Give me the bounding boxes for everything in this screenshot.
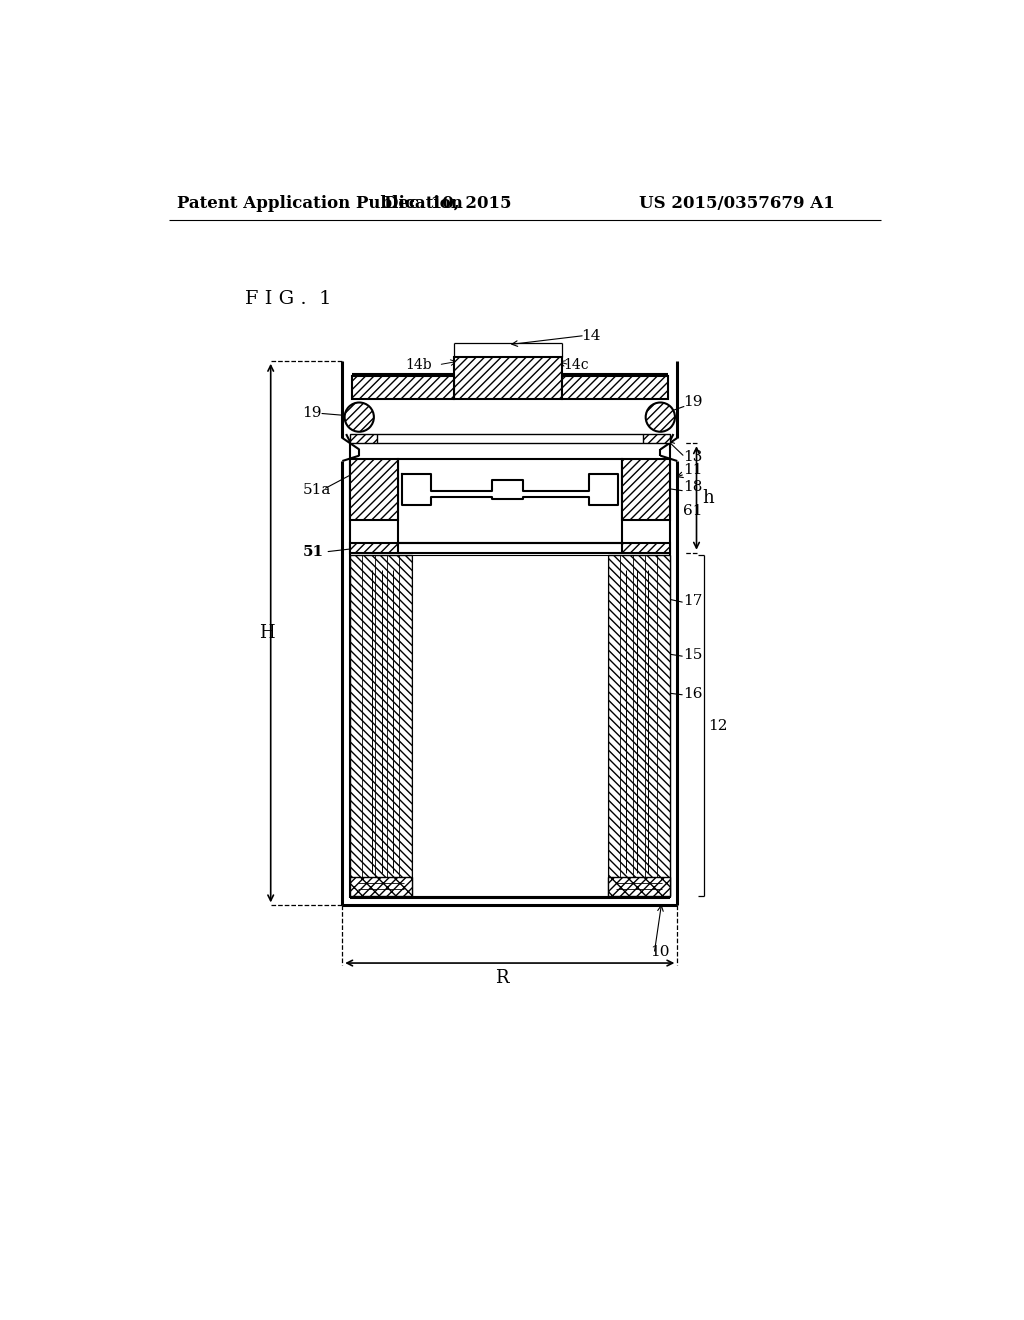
Bar bbox=[350, 459, 397, 520]
Text: 61: 61 bbox=[683, 504, 702, 517]
Bar bbox=[622, 544, 670, 553]
Text: 14a: 14a bbox=[499, 358, 524, 372]
Bar bbox=[397, 459, 622, 544]
Text: 10: 10 bbox=[650, 945, 670, 958]
Text: Patent Application Publication: Patent Application Publication bbox=[177, 194, 463, 211]
Text: 18: 18 bbox=[683, 480, 702, 494]
Bar bbox=[643, 434, 670, 444]
Text: R: R bbox=[496, 969, 509, 987]
Circle shape bbox=[345, 403, 374, 432]
Text: US 2015/0357679 A1: US 2015/0357679 A1 bbox=[639, 194, 835, 211]
Bar bbox=[454, 358, 562, 400]
Text: H: H bbox=[259, 624, 274, 642]
Text: F I G .  1: F I G . 1 bbox=[245, 289, 331, 308]
Bar bbox=[351, 376, 454, 400]
Text: 11: 11 bbox=[683, 463, 702, 478]
Text: 17: 17 bbox=[683, 594, 702, 609]
Circle shape bbox=[646, 403, 675, 432]
Bar bbox=[350, 434, 377, 444]
Text: 51a: 51a bbox=[302, 483, 331, 496]
Bar bbox=[608, 876, 670, 896]
Text: 51: 51 bbox=[302, 545, 324, 558]
Bar bbox=[562, 376, 668, 400]
Bar bbox=[350, 554, 412, 896]
Text: 15: 15 bbox=[683, 648, 702, 663]
Bar bbox=[350, 876, 412, 896]
Bar bbox=[350, 544, 397, 553]
Text: 14b: 14b bbox=[406, 358, 432, 372]
Text: 16: 16 bbox=[683, 686, 702, 701]
Text: 13: 13 bbox=[683, 450, 702, 465]
Text: 19: 19 bbox=[302, 407, 322, 420]
Text: Dec. 10, 2015: Dec. 10, 2015 bbox=[384, 194, 512, 211]
Text: h: h bbox=[701, 488, 714, 507]
Bar bbox=[412, 554, 608, 896]
Text: 14: 14 bbox=[581, 329, 600, 342]
Text: 14c: 14c bbox=[563, 358, 589, 372]
Bar bbox=[608, 554, 670, 896]
Text: 12: 12 bbox=[708, 718, 728, 733]
Text: 19: 19 bbox=[683, 395, 702, 409]
Bar bbox=[622, 459, 670, 520]
